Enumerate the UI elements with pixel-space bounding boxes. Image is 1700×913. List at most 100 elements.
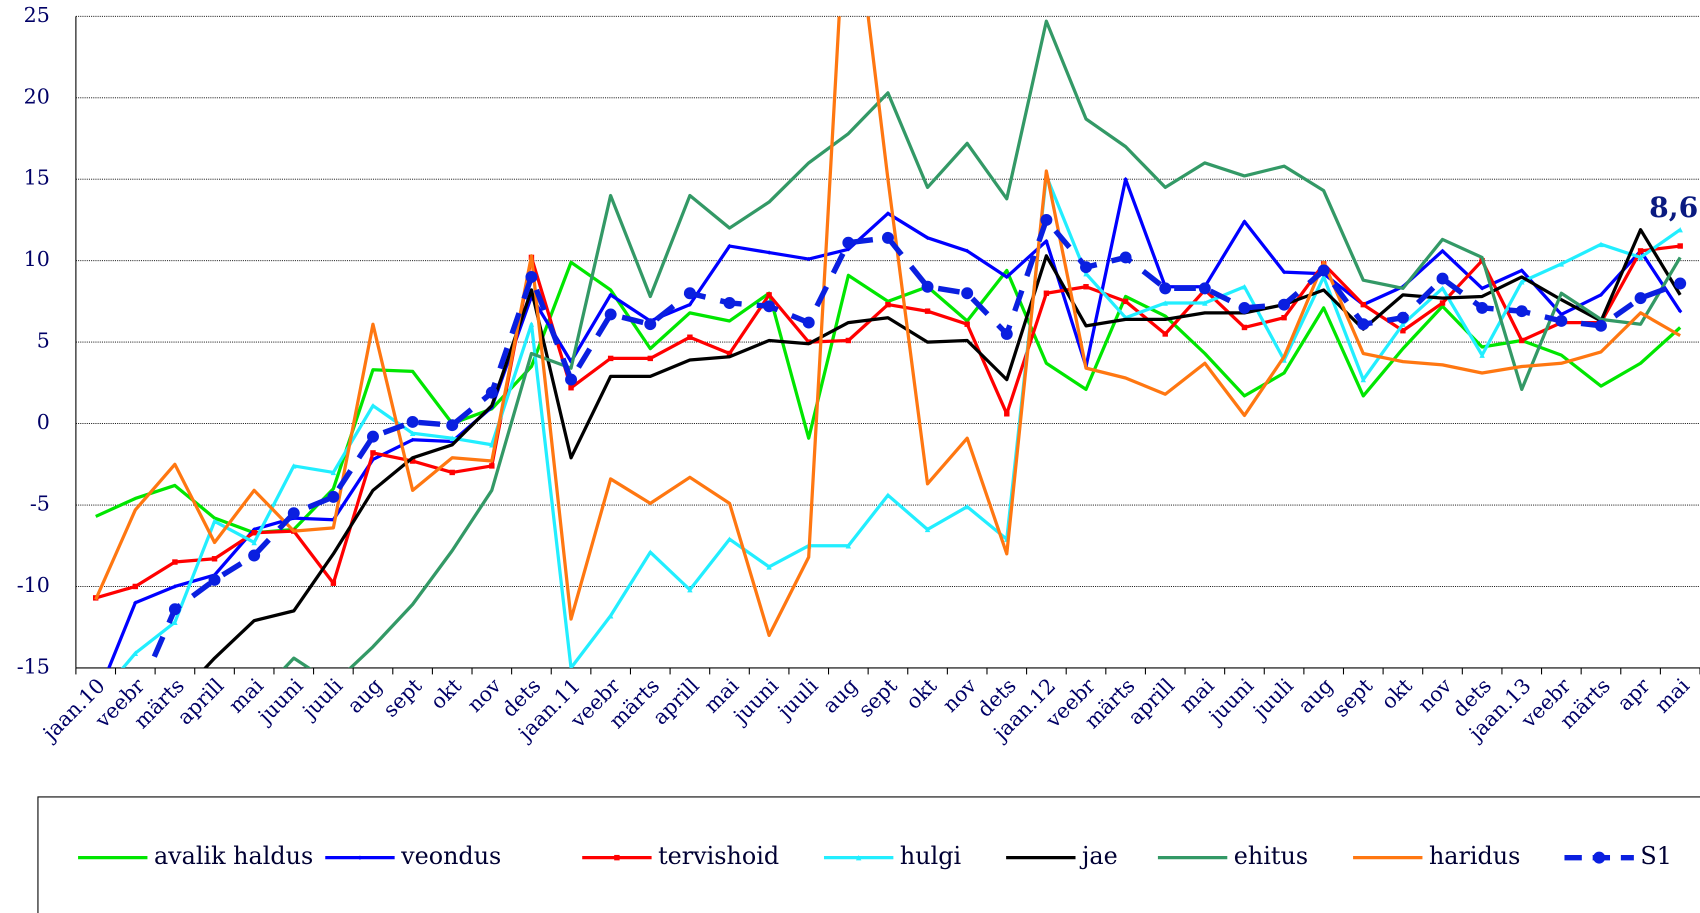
series-7 — [146, 213, 1687, 668]
x-tick-label: sept — [378, 673, 427, 722]
series-6 — [94, 16, 1681, 638]
line — [94, 16, 1681, 638]
series-4 — [203, 228, 1682, 668]
legend-label: haridus — [1429, 842, 1520, 870]
line — [120, 174, 1682, 668]
y-tick-label: -15 — [17, 654, 50, 678]
point — [1123, 177, 1128, 182]
point — [211, 556, 218, 562]
point — [1637, 254, 1644, 261]
point — [251, 529, 257, 536]
point — [1083, 270, 1089, 277]
point — [607, 355, 614, 362]
x-tick-label: aprill — [1123, 674, 1179, 730]
point — [647, 549, 653, 555]
point — [1678, 308, 1683, 314]
point — [568, 385, 574, 391]
series-1 — [107, 177, 1683, 668]
point — [1674, 277, 1687, 290]
point — [644, 318, 657, 331]
point — [1677, 243, 1683, 249]
x-tick-label: apr — [1613, 673, 1655, 715]
legend-marker — [614, 854, 620, 861]
point — [885, 301, 891, 308]
point — [1637, 248, 1644, 254]
point — [647, 355, 653, 362]
point — [1595, 319, 1607, 332]
point — [327, 490, 340, 503]
point — [565, 373, 578, 386]
y-tick-label: 0 — [37, 410, 50, 434]
point — [168, 603, 181, 616]
point — [1360, 301, 1367, 308]
line — [107, 177, 1682, 668]
y-tick-label: -5 — [30, 492, 50, 516]
point — [569, 665, 573, 668]
y-tick-label: -10 — [17, 573, 50, 597]
point — [1122, 298, 1129, 305]
point — [881, 231, 894, 244]
point — [766, 564, 772, 570]
point — [1000, 328, 1013, 340]
point — [132, 650, 139, 656]
point — [172, 584, 178, 589]
point — [1043, 290, 1050, 296]
point — [1004, 411, 1010, 417]
legend-item: S1 — [1564, 842, 1672, 870]
series-5 — [282, 19, 1682, 668]
legend-marker — [1593, 851, 1606, 864]
point — [330, 580, 337, 586]
point — [528, 321, 535, 327]
legend-marker — [855, 854, 862, 861]
x-tick-label: nov — [1413, 673, 1457, 717]
point — [1515, 305, 1528, 318]
point — [1317, 264, 1330, 277]
point — [172, 619, 178, 626]
point — [1439, 285, 1446, 292]
point — [1238, 301, 1251, 314]
point — [1241, 284, 1248, 290]
point — [248, 549, 261, 562]
point — [1519, 279, 1525, 285]
point — [1281, 314, 1287, 321]
legend-label: hulgi — [900, 842, 962, 870]
x-tick-label: aug — [818, 674, 862, 718]
point — [961, 287, 974, 300]
x-tick-label: juuli — [772, 673, 823, 724]
legend-box — [37, 796, 1700, 913]
legend-label: veondus — [400, 842, 501, 870]
point — [885, 492, 891, 498]
point — [172, 559, 178, 565]
point — [449, 469, 455, 476]
point — [330, 469, 337, 476]
line — [95, 260, 1682, 535]
point — [726, 350, 733, 357]
point — [1440, 248, 1445, 254]
legend-label: ehitus — [1234, 842, 1308, 870]
point — [1119, 251, 1132, 264]
point — [1436, 272, 1449, 285]
point — [763, 300, 776, 313]
point — [727, 243, 732, 249]
legend-label: avalik haldus — [154, 842, 313, 870]
point — [489, 463, 495, 469]
point — [367, 430, 379, 443]
x-tick-label: juuni — [727, 673, 783, 729]
y-tick-label: 20 — [24, 84, 50, 108]
x-tick-label: okt — [901, 673, 942, 714]
point — [687, 334, 693, 340]
point — [1519, 268, 1524, 273]
legend-item: veondus — [325, 842, 501, 870]
point — [446, 419, 459, 432]
point — [1400, 328, 1406, 334]
point — [607, 613, 614, 619]
point — [1598, 241, 1604, 248]
point — [1439, 300, 1446, 306]
x-tick-label: nov — [938, 673, 982, 717]
legend-label: tervishoid — [658, 842, 779, 870]
x-tick-label: aug — [1293, 674, 1337, 718]
point — [1360, 376, 1367, 383]
point — [132, 583, 139, 590]
